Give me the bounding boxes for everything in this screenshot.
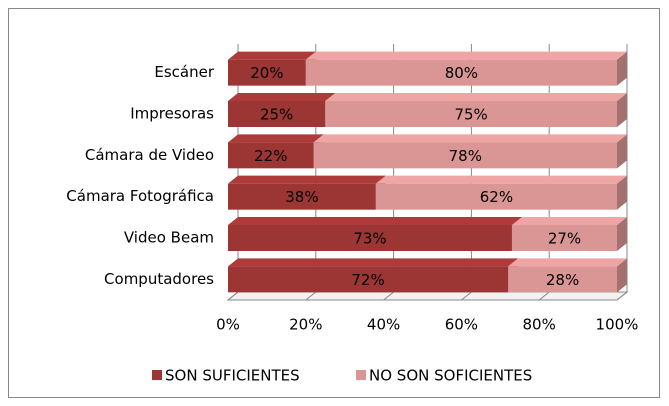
y-tick-label: Cámara Fotográfica (66, 187, 214, 205)
legend-swatch (356, 370, 366, 380)
data-label: 28% (546, 271, 579, 289)
floor (226, 291, 629, 301)
bar-top (228, 93, 336, 101)
bar-side (617, 134, 627, 169)
data-label: 27% (548, 230, 581, 248)
bar (228, 266, 509, 293)
legend-swatch (152, 370, 162, 380)
y-tick-label: Computadores (104, 270, 214, 288)
bar (228, 142, 314, 169)
data-label: 72% (351, 271, 384, 289)
x-tick-label: 40% (367, 316, 400, 334)
x-tick-label: 60% (445, 316, 478, 334)
data-label: 80% (445, 64, 478, 82)
y-tick-label: Escáner (154, 63, 214, 81)
data-label: 22% (254, 147, 287, 165)
bar (325, 101, 617, 127)
data-label: 75% (454, 106, 487, 124)
bar-top (511, 217, 627, 225)
x-tick-label: 20% (289, 316, 322, 334)
data-label: 73% (353, 230, 386, 248)
bar (508, 266, 617, 293)
bar-top (305, 51, 627, 60)
bar-top (375, 175, 627, 184)
bar (228, 59, 306, 86)
y-tick-label: Cámara de Video (85, 146, 214, 164)
bar-side (617, 51, 627, 86)
y-tick-label: Impresoras (130, 105, 214, 123)
data-label: 25% (260, 106, 293, 124)
data-label: 62% (480, 188, 513, 206)
data-label: 78% (449, 147, 482, 165)
x-tick-label: 100% (596, 316, 639, 334)
bar-top (228, 175, 386, 184)
bar (511, 225, 617, 251)
bar-top (313, 134, 627, 143)
bar-side (617, 93, 627, 127)
bar (313, 142, 617, 169)
x-tick-label: 80% (523, 316, 556, 334)
bar-side (617, 217, 627, 251)
x-tick-label: 0% (216, 316, 240, 334)
bar-top (325, 93, 627, 101)
bar (228, 225, 512, 251)
bar (305, 59, 617, 86)
data-label: 20% (250, 64, 283, 82)
y-tick-label: Video Beam (124, 229, 214, 247)
bar-top (228, 51, 316, 60)
bar-top (228, 217, 522, 225)
legend-label: NO SON SOFICIENTES (369, 367, 532, 385)
bar-side (617, 258, 627, 293)
bar (375, 183, 617, 210)
bar (228, 101, 326, 127)
grid-line (616, 44, 628, 301)
legend-label: SON SUFICIENTES (165, 367, 300, 385)
bar-top (508, 258, 627, 267)
bar (228, 183, 376, 210)
bar-top (228, 258, 519, 267)
bar-top (228, 134, 324, 143)
bar-side (617, 175, 627, 210)
data-label: 38% (285, 188, 318, 206)
